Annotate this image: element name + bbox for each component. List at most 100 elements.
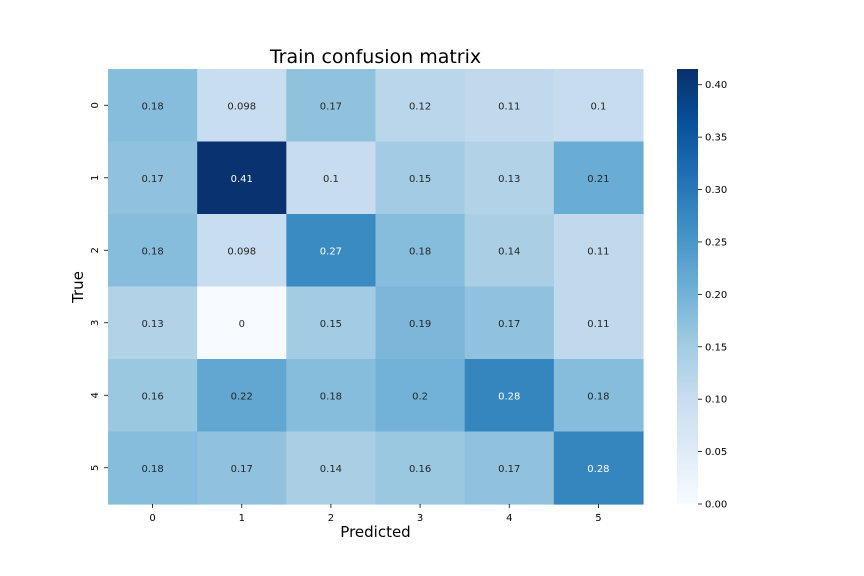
cell-value-label: 0: [239, 319, 245, 330]
cell-value-label: 0.18: [141, 246, 163, 257]
y-tick-label: 5: [90, 465, 101, 471]
cell-value-label: 0.17: [141, 174, 163, 185]
cell-value-label: 0.098: [227, 101, 256, 112]
x-axis: 0 1 2 3 4 5: [149, 504, 602, 524]
x-tick-label: 3: [417, 513, 423, 524]
heatmap-cell: [108, 69, 198, 143]
heatmap-cell: [108, 214, 198, 288]
x-tick-label: 1: [239, 513, 245, 524]
cell-value-label: 0.18: [587, 391, 609, 402]
cell-value-label: 0.16: [141, 391, 163, 402]
heatmap-cell: [464, 69, 555, 143]
heatmap-cell: [375, 69, 466, 143]
y-tick-label: 3: [90, 320, 101, 326]
cell-value-label: 0.17: [498, 464, 520, 475]
x-axis-label: Predicted: [340, 523, 410, 541]
heatmap-cell: [286, 286, 377, 360]
heatmap-cell: [108, 286, 198, 360]
heatmap-cell: [553, 359, 644, 433]
heatmap-cell: [197, 69, 287, 143]
cell-value-label: 0.15: [409, 174, 431, 185]
y-tick-label: 1: [90, 175, 101, 181]
cell-value-label: 0.18: [141, 464, 163, 475]
cell-value-label: 0.17: [498, 319, 520, 330]
cell-value-label: 0.18: [409, 246, 431, 257]
heatmap-cell: [197, 286, 287, 360]
cell-value-label: 0.11: [587, 246, 609, 257]
cell-value-label: 0.22: [231, 391, 253, 402]
chart-title: Train confusion matrix: [269, 46, 481, 68]
colorbar-axis: 0.00 0.05 0.10 0.15 0.20 0.25 0.30 0.35 0.40: [698, 80, 727, 511]
cell-value-label: 0.098: [227, 246, 256, 257]
cell-value-label: 0.41: [231, 174, 253, 185]
y-tick-label: 2: [90, 247, 101, 253]
heatmap-cell: [464, 286, 555, 360]
heatmap-cell: [375, 359, 466, 433]
heatmap-cell: [286, 431, 377, 505]
heatmap-cell: [197, 431, 287, 505]
heatmap-cell: [108, 431, 198, 505]
colorbar-tick-label: 0.35: [705, 133, 727, 144]
cell-value-label: 0.28: [498, 391, 520, 402]
cell-value-label: 0.16: [409, 464, 431, 475]
colorbar-tick-label: 0.40: [705, 80, 727, 91]
heatmap-cell: [286, 69, 377, 143]
heatmap-cells: 0.18 0.098 0.17 0.12 0.11 0.1 0.17 0.41 0.1 0.15 0…: [108, 69, 644, 505]
heatmap-cell: [375, 214, 466, 288]
cell-value-label: 0.27: [320, 246, 342, 257]
y-tick-label: 0: [90, 102, 101, 108]
heatmap-cell: [553, 141, 644, 215]
cell-value-label: 0.21: [587, 174, 609, 185]
x-tick-label: 5: [595, 513, 601, 524]
colorbar-tick-label: 0.25: [705, 237, 727, 248]
heatmap-cell: [108, 359, 198, 433]
heatmap-cell: [108, 141, 198, 215]
heatmap-cell: [553, 286, 644, 360]
cell-value-label: 0.19: [409, 319, 431, 330]
colorbar-tick-label: 0.05: [705, 447, 727, 458]
colorbar-tick-label: 0.30: [705, 185, 727, 196]
heatmap-cell: [553, 69, 644, 143]
heatmap-cell: [197, 214, 287, 288]
heatmap-cell: [375, 431, 466, 505]
cell-value-label: 0.11: [587, 319, 609, 330]
y-axis-label: True: [69, 271, 87, 304]
heatmap-cell: [286, 214, 377, 288]
colorbar-tick-label: 0.15: [705, 342, 727, 353]
cell-value-label: 0.28: [587, 464, 609, 475]
y-tick-label: 4: [90, 392, 101, 398]
heatmap-cell: [197, 359, 287, 433]
heatmap-cell: [553, 214, 644, 288]
cell-value-label: 0.15: [320, 319, 342, 330]
cell-value-label: 0.11: [498, 101, 520, 112]
x-tick-label: 4: [506, 513, 512, 524]
y-axis: 0 1 2 3 4 5: [90, 102, 108, 471]
colorbar-tick-label: 0.20: [705, 290, 727, 301]
x-tick-label: 2: [328, 513, 334, 524]
heatmap-cell: [464, 359, 555, 433]
cell-value-label: 0.17: [320, 101, 342, 112]
heatmap-cell: [375, 141, 466, 215]
heatmap-cell: [464, 141, 555, 215]
colorbar-tick-label: 0.00: [705, 500, 727, 511]
cell-value-label: 0.13: [141, 319, 163, 330]
heatmap-cell: [464, 431, 555, 505]
colorbar-tick-label: 0.10: [705, 395, 727, 406]
heatmap-cell: [553, 431, 644, 505]
cell-value-label: 0.1: [590, 101, 606, 112]
cell-value-label: 0.14: [498, 246, 520, 257]
heatmap-cell: [286, 141, 377, 215]
cell-value-label: 0.12: [409, 101, 431, 112]
heatmap-cell: [286, 359, 377, 433]
cell-value-label: 0.13: [498, 174, 520, 185]
heatmap-cell: [375, 286, 466, 360]
cell-value-label: 0.18: [141, 101, 163, 112]
cell-value-label: 0.2: [412, 391, 428, 402]
heatmap-cell: [197, 141, 287, 215]
cell-value-label: 0.17: [231, 464, 253, 475]
colorbar: [677, 69, 698, 504]
cell-value-label: 0.14: [320, 464, 342, 475]
cell-value-label: 0.1: [323, 174, 339, 185]
x-tick-label: 0: [149, 513, 155, 524]
